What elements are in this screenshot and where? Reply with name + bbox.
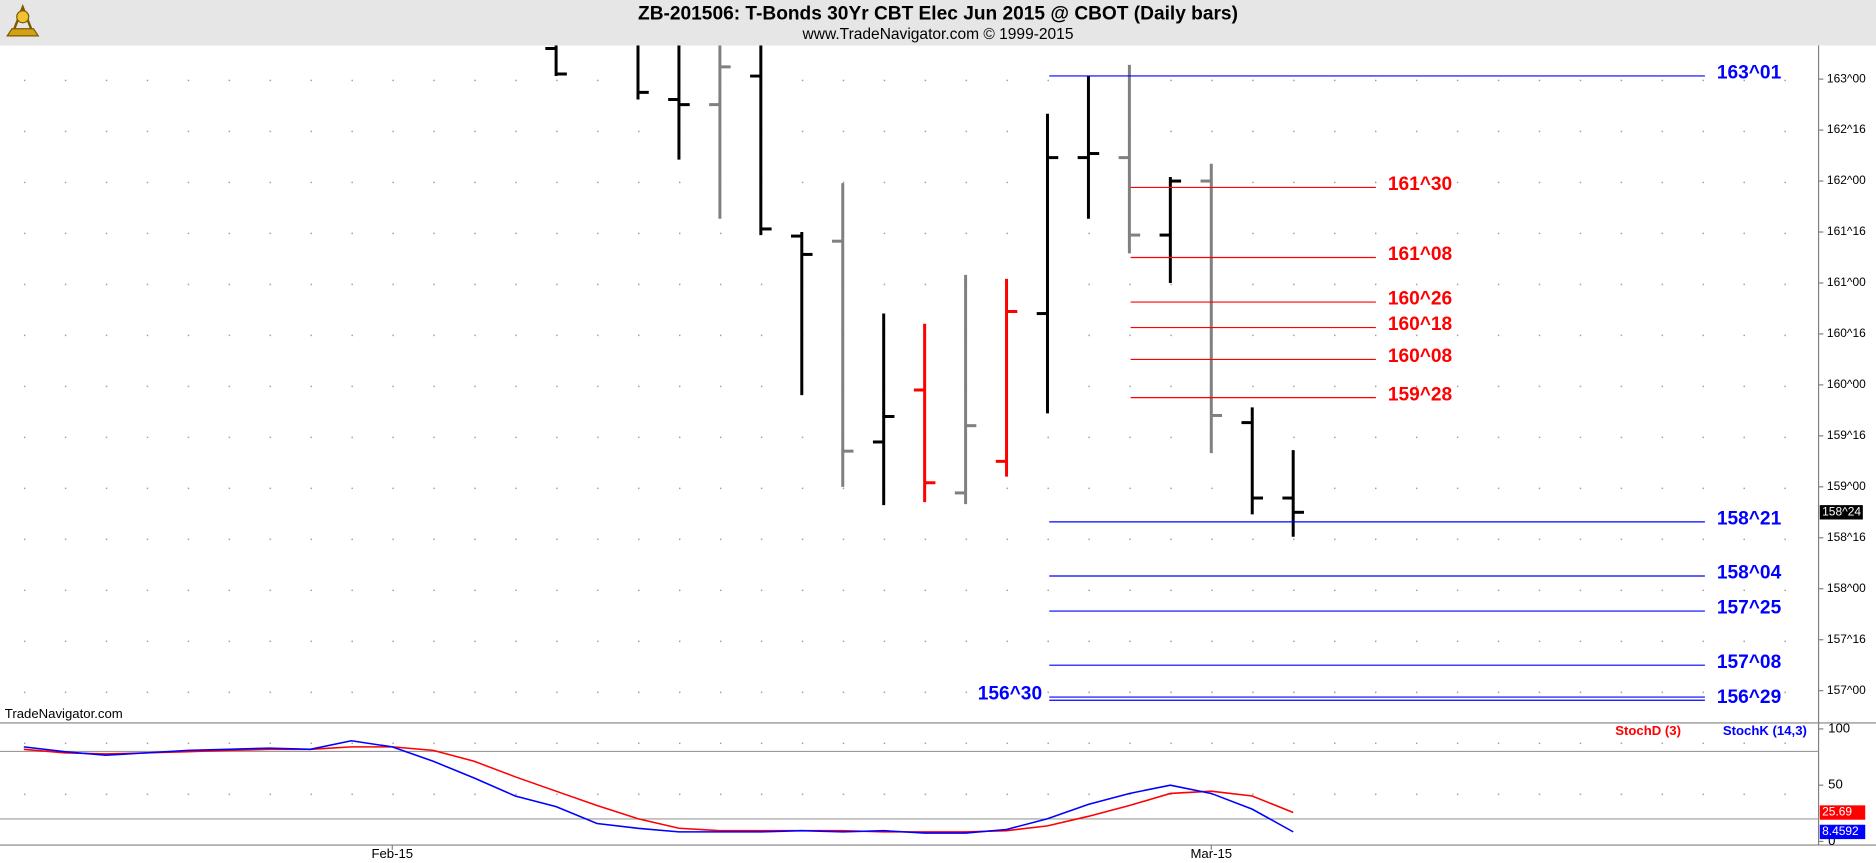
- y-tick-label: 159^16: [1827, 428, 1866, 442]
- y-tick-label: 161^00: [1827, 275, 1866, 289]
- level-label: 157^08: [1717, 652, 1782, 673]
- y-tick-label: 0: [1828, 833, 1835, 848]
- grid-dots: [0, 725, 1819, 846]
- y-tick-label: 160^00: [1827, 377, 1866, 391]
- stoch-line: [23, 746, 1294, 833]
- price-plot: [545, 45, 1304, 537]
- y-tick-label: 159^00: [1827, 479, 1866, 493]
- y-tick-label: 158^00: [1827, 581, 1866, 595]
- level-label: 161^30: [1388, 174, 1452, 195]
- y-tick-label: 157^00: [1827, 683, 1866, 697]
- level-label: 157^25: [1717, 598, 1782, 619]
- y-tick-label: 50: [1828, 777, 1843, 792]
- level-label: 160^08: [1388, 346, 1453, 367]
- header-background: [0, 0, 1876, 46]
- y-tick-label: 161^16: [1827, 224, 1866, 238]
- level-label: 156^29: [1717, 687, 1781, 708]
- y-tick-label: 158^16: [1827, 530, 1866, 544]
- last-value-label: 8.4592: [1822, 824, 1859, 838]
- last-price-box: [1819, 505, 1863, 520]
- y-tick-label: 163^00: [1827, 71, 1866, 85]
- grid-dots: [0, 45, 1819, 722]
- legend-entry: StochK (14,3): [1723, 723, 1807, 738]
- last-value-box: [1819, 824, 1866, 840]
- level-label: 160^18: [1388, 314, 1453, 335]
- legend-entry: StochD (3): [1615, 723, 1681, 738]
- watermark: TradeNavigator.com: [5, 706, 123, 721]
- chart-title: ZB-201506: T-Bonds 30Yr CBT Elec Jun 201…: [638, 3, 1238, 24]
- level-label: 158^21: [1717, 509, 1782, 530]
- level-label: 158^04: [1717, 563, 1782, 584]
- level-label: 163^01: [1717, 63, 1782, 84]
- last-value-box: [1819, 805, 1866, 820]
- level-label: 160^26: [1388, 289, 1452, 310]
- level-label: 156^30: [978, 684, 1042, 705]
- y-tick-label: 162^16: [1827, 122, 1866, 136]
- stoch-line: [23, 740, 1294, 834]
- y-tick-label: 162^00: [1827, 173, 1866, 187]
- chart-subtitle: www.TradeNavigator.com © 1999-2015: [802, 26, 1074, 43]
- level-label: 159^28: [1388, 384, 1453, 405]
- y-tick-label: 157^16: [1827, 632, 1866, 646]
- x-tick-label: Mar-15: [1190, 846, 1232, 861]
- logo: [6, 3, 40, 37]
- level-label: 161^08: [1388, 244, 1453, 265]
- y-tick-label: 100: [1828, 720, 1850, 735]
- x-tick-label: Feb-15: [371, 846, 413, 861]
- last-price-label: 158^24: [1822, 504, 1861, 518]
- y-tick-label: 160^16: [1827, 326, 1866, 340]
- last-value-label: 25.69: [1822, 805, 1852, 819]
